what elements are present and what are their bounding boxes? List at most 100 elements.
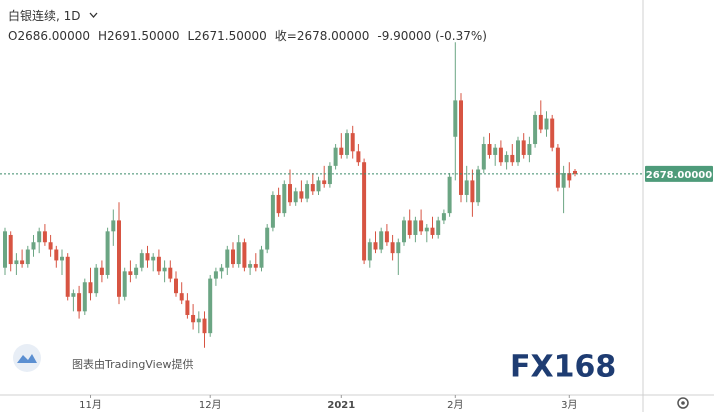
candle-body bbox=[225, 249, 230, 268]
x-tick-label: 2月 bbox=[447, 399, 463, 411]
candle-body bbox=[407, 220, 412, 235]
candle-body bbox=[25, 249, 30, 265]
candle-body bbox=[555, 147, 560, 188]
candle-body bbox=[48, 242, 53, 250]
candle-body bbox=[516, 140, 520, 163]
last-price-tag bbox=[645, 165, 713, 182]
x-tick-label: 12月 bbox=[199, 399, 222, 411]
candle-body bbox=[396, 242, 401, 254]
candle-body bbox=[162, 267, 167, 272]
ohlc-close: 收=2678.00000 bbox=[274, 29, 370, 43]
candle-body bbox=[459, 100, 463, 195]
candle-body bbox=[231, 249, 235, 265]
ohlc-change: -9.90000 (-0.37%) bbox=[377, 29, 487, 43]
candle-body bbox=[77, 293, 82, 312]
candle-body bbox=[37, 231, 42, 243]
candle-body bbox=[174, 278, 178, 294]
settings-icon[interactable] bbox=[677, 397, 689, 409]
candle-body bbox=[236, 242, 241, 265]
candle-body bbox=[430, 227, 435, 235]
candle-body bbox=[493, 147, 498, 155]
candle-body bbox=[573, 170, 577, 174]
candle-body bbox=[498, 147, 503, 163]
candle-body bbox=[402, 220, 406, 243]
price-axis-bg bbox=[643, 0, 714, 412]
x-tick-label: 2021 bbox=[327, 400, 355, 411]
candle-body bbox=[481, 144, 486, 170]
last-price-label: 2678.00000 bbox=[646, 170, 712, 181]
candle-body bbox=[65, 256, 70, 297]
candle-body bbox=[413, 220, 418, 235]
chevron[interactable] bbox=[89, 12, 98, 18]
candle-body bbox=[196, 318, 201, 323]
candle-body bbox=[322, 180, 327, 185]
candle-body bbox=[145, 253, 150, 261]
candle-body bbox=[253, 264, 258, 268]
candle-body bbox=[544, 118, 549, 130]
candle-body bbox=[71, 293, 76, 297]
candle-body bbox=[8, 234, 13, 265]
candle-body bbox=[379, 231, 384, 250]
candle-body bbox=[219, 267, 224, 272]
candle-body bbox=[191, 314, 196, 323]
x-tick-label: 3月 bbox=[561, 399, 577, 411]
candle-body bbox=[464, 180, 469, 195]
candle-body bbox=[373, 242, 378, 250]
candle-body bbox=[305, 184, 310, 199]
header: 白银连续, 1D O2686.00000 H2691.50000 L2671.500… bbox=[8, 6, 495, 46]
candle-body bbox=[139, 253, 144, 268]
candle-body bbox=[504, 154, 509, 163]
candle-body bbox=[339, 147, 344, 155]
candle-body bbox=[117, 220, 121, 297]
candle-body bbox=[510, 154, 515, 163]
ohlc-high: H2691.50000 bbox=[97, 29, 180, 43]
candle-body bbox=[94, 267, 99, 294]
candle-body bbox=[453, 100, 458, 137]
candle-body bbox=[327, 165, 332, 185]
candle-body bbox=[419, 220, 424, 232]
candle-body bbox=[333, 147, 338, 166]
watermark-text: 图表由TradingView提供 bbox=[72, 357, 193, 371]
x-tick-label: 11月 bbox=[79, 399, 102, 411]
candle-body bbox=[567, 173, 572, 181]
candle-body bbox=[293, 191, 298, 203]
candle-body bbox=[105, 231, 110, 275]
candle-body bbox=[276, 194, 281, 214]
candle-body bbox=[356, 151, 361, 163]
candle-body bbox=[134, 267, 139, 275]
candle-body bbox=[99, 267, 104, 275]
candle-body bbox=[441, 213, 446, 221]
candle-body bbox=[436, 220, 441, 235]
candle-body bbox=[538, 114, 543, 130]
candle-body bbox=[168, 267, 173, 279]
candle-body bbox=[270, 194, 275, 228]
candle-body bbox=[3, 231, 7, 268]
candle-body bbox=[151, 256, 156, 261]
candle-body bbox=[345, 133, 349, 155]
candle-body bbox=[470, 180, 475, 203]
candle-body bbox=[111, 220, 116, 232]
candle-body bbox=[42, 231, 47, 243]
candle-body bbox=[316, 180, 321, 192]
candle-body bbox=[31, 242, 36, 250]
candle-body bbox=[310, 184, 315, 192]
candle-body bbox=[259, 249, 264, 268]
candle-body bbox=[202, 318, 207, 334]
candle-body bbox=[424, 227, 429, 232]
candle-body bbox=[390, 242, 395, 254]
candle-body bbox=[350, 133, 355, 152]
candle-body bbox=[185, 300, 190, 315]
candle-body bbox=[60, 256, 64, 261]
ohlc-low: L2671.50000 bbox=[187, 29, 267, 43]
candle-body bbox=[282, 184, 287, 214]
watermark-icon bbox=[13, 344, 41, 372]
candle-body bbox=[561, 173, 566, 188]
candle-body bbox=[213, 271, 218, 279]
symbol-title[interactable]: 白银连续, 1D bbox=[8, 9, 81, 23]
candle-body bbox=[208, 278, 213, 334]
candle-body bbox=[288, 184, 292, 203]
candle-body bbox=[367, 242, 372, 261]
candle-body bbox=[362, 162, 367, 261]
